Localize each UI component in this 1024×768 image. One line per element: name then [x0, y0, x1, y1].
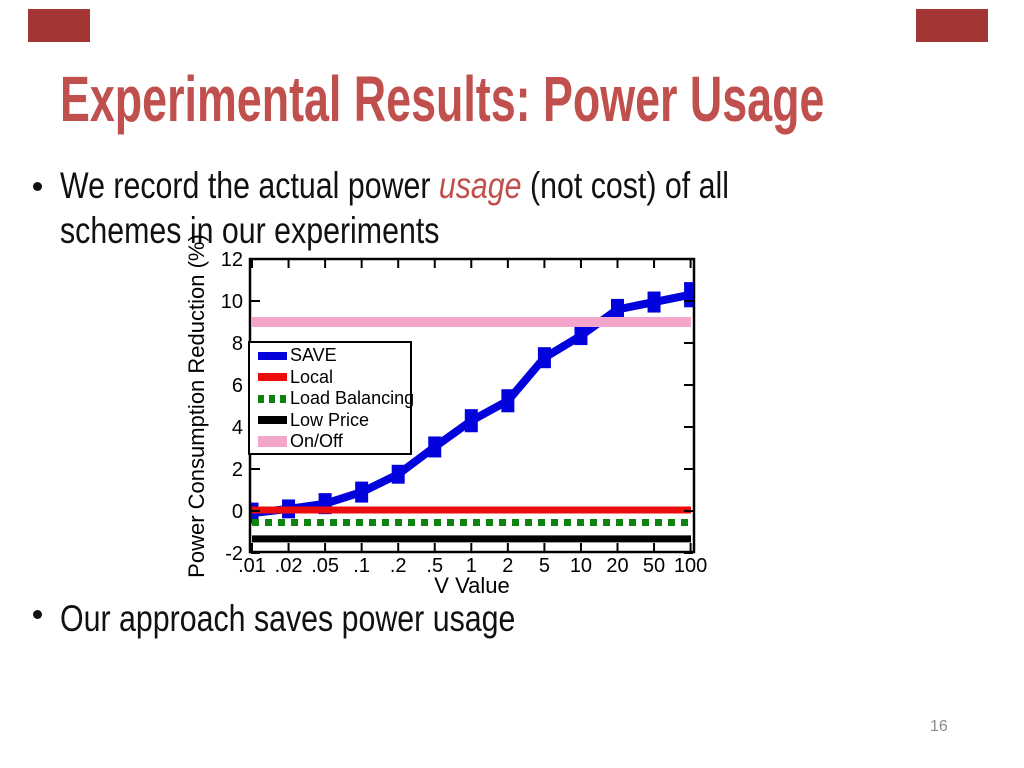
error-bar-save: [501, 389, 515, 413]
x-tick-label: 5: [539, 555, 550, 577]
legend-label: On/Off: [290, 431, 343, 452]
x-tick-label: 20: [606, 555, 628, 577]
bullet-1-before: We record the actual power: [60, 165, 439, 206]
error-bar-save: [464, 409, 478, 433]
y-tick-label: 10: [221, 291, 243, 313]
corner-accent-right: [916, 9, 988, 42]
page-number: 16: [930, 718, 948, 735]
bullet-item-2: Our approach saves power usage: [30, 596, 730, 646]
error-bar-save: [391, 464, 405, 484]
x-tick-label: 10: [570, 555, 592, 577]
y-tick-label: 8: [232, 333, 243, 355]
legend-label: Low Price: [290, 409, 370, 430]
x-tick-label: 1: [466, 555, 477, 577]
legend-swatch: [258, 351, 287, 360]
y-tick-label: -2: [225, 543, 243, 565]
y-tick-label: 6: [232, 375, 243, 397]
error-bar-save: [684, 282, 693, 308]
legend-label: SAVE: [290, 345, 337, 366]
bullet-2-text: Our approach saves power usage: [60, 598, 516, 639]
legend-item: SAVE: [250, 345, 410, 367]
x-tick-label: .01: [238, 555, 266, 577]
bullet-1-highlight: usage: [438, 165, 522, 206]
corner-accent-left: [28, 9, 90, 42]
error-bar-save: [647, 291, 661, 313]
error-bar-save: [282, 499, 296, 519]
legend-swatch: [258, 394, 287, 403]
x-tick-label: 100: [674, 555, 707, 577]
error-bar-save: [318, 493, 332, 515]
x-axis-label: V Value: [434, 573, 509, 598]
legend-item: Local: [250, 367, 410, 389]
x-tick-label: .2: [390, 555, 407, 577]
x-tick-label: 50: [643, 555, 665, 577]
legend-swatch: [258, 373, 287, 382]
legend-item: On/Off: [250, 431, 410, 453]
legend-item: Load Balancing: [250, 388, 414, 410]
y-tick-label: 4: [232, 417, 243, 439]
legend-label: Local: [290, 366, 334, 387]
bullet-1-after: (not cost) of all schemes in our experim…: [60, 165, 729, 251]
x-tick-label: 2: [502, 555, 513, 577]
x-tick-label: .1: [353, 555, 370, 577]
bullet-marker: [33, 182, 42, 191]
chart-legend: SAVE Local Load Balancing Low Price On/Off: [248, 341, 414, 455]
legend-swatch: [258, 436, 287, 448]
slide-title: Experimental Results: Power Usage: [60, 63, 825, 135]
x-tick-label: .5: [426, 555, 443, 577]
legend-item: Low Price: [250, 410, 410, 432]
error-bar-save: [537, 347, 551, 369]
legend-label: Load Balancing: [290, 388, 415, 409]
error-bar-save: [574, 326, 588, 346]
bullet-1-text: We record the actual power usage (not co…: [60, 163, 847, 253]
error-bar-save: [355, 481, 369, 503]
bullet-marker: [33, 610, 42, 619]
error-bar-save: [251, 502, 259, 524]
y-tick-label: 2: [232, 459, 243, 481]
bullet-item-1: We record the actual power usage (not co…: [30, 163, 1020, 258]
y-axis-label: Power Consumption Reduction (%): [184, 234, 209, 578]
y-tick-label: 0: [232, 501, 243, 523]
x-tick-label: .02: [275, 555, 303, 577]
legend-swatch: [258, 416, 287, 425]
error-bar-save: [611, 298, 624, 320]
x-tick-label: .05: [311, 555, 339, 577]
error-bar-save: [428, 436, 442, 458]
